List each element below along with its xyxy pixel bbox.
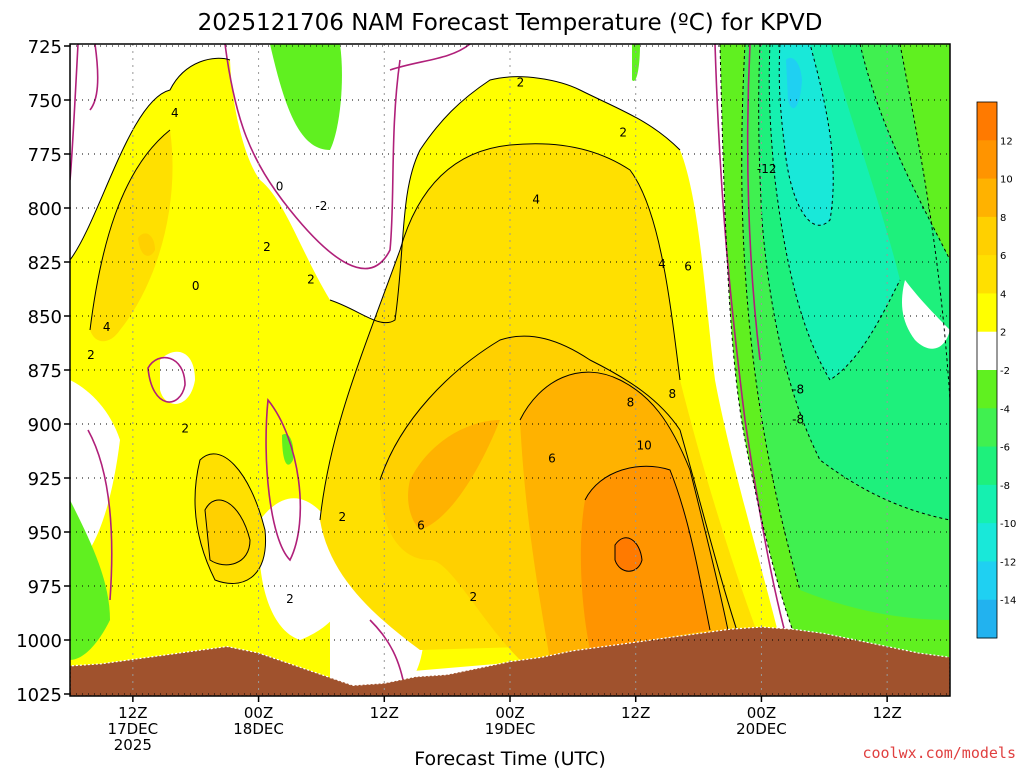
y-tick-label: 875 [28,361,62,382]
colorbar-tick-label: -6 [1000,443,1010,454]
x-tick-label: 17DEC [108,720,159,738]
x-tick-label: 00Z [244,704,273,722]
colorbar-swatch [977,178,997,218]
colorbar-tick-label: -2 [1000,366,1010,377]
contour-label: 2 [263,240,271,254]
contour-label: -2 [315,199,327,213]
y-tick-label: 900 [28,415,62,436]
x-tick-label: 00Z [495,704,524,722]
y-tick-label: 950 [28,523,62,544]
colorbar: 12 10 8 6 4 2 -2 -4 -6 -8 -10 -12 -14 [976,101,1016,639]
contour-label: 2 [286,592,294,606]
x-tick-label: 12Z [621,704,650,722]
ground-surface [70,626,950,696]
colorbar-tick-label: -8 [1000,481,1010,492]
y-tick-label: 800 [28,199,62,220]
x-tick-label: 20DEC [736,720,787,738]
colorbar-swatch [977,446,997,486]
contour-label: 4 [658,257,666,271]
credit-text: coolwx.com/models [862,744,1016,762]
x-tick-label: 00Z [747,704,776,722]
contour-label: 0 [276,179,284,193]
colorbar-tick-label: 6 [1000,251,1006,262]
colorbar-swatch [977,255,997,294]
colorbar-tick-label: 8 [1000,213,1006,224]
x-tick-label: 19DEC [485,720,536,738]
x-tick-label: 2025 [114,736,152,754]
colorbar-swatch [977,408,997,448]
colorbar-swatch [977,140,997,180]
contour-label: 2 [181,421,189,435]
colorbar-tick-label: 2 [1000,328,1006,339]
contour-label: 10 [636,439,651,453]
colorbar-tick-label: -12 [1000,557,1016,568]
contour-label: -8 [792,382,804,396]
plot-field [70,44,950,696]
temperature-band-10-12 [580,466,710,650]
x-axis-title: Forecast Time (UTC) [414,748,605,768]
x-tick-label: 12Z [118,704,147,722]
contour-label: 2 [307,272,315,286]
contour-label: 8 [669,387,677,401]
y-tick-label: 750 [28,91,62,112]
contour-label: 8 [627,395,635,409]
contour-label: 2 [339,510,347,524]
colorbar-swatch [977,370,997,409]
contour-label: -8 [792,413,804,427]
y-axis: 725 750 775 800 825 850 875 900 925 950 975 1000 102… [16,37,70,706]
contour-label: 4 [532,192,540,206]
y-tick-label: 975 [28,577,62,598]
y-tick-label: 725 [28,37,62,58]
contour-label: -12 [757,162,777,176]
colorbar-swatch [977,293,997,333]
colorbar-swatch [977,599,997,639]
colorbar-swatch [977,561,997,601]
colorbar-tick-label: -14 [1000,596,1016,607]
x-tick-label: 18DEC [233,720,284,738]
contour-label: 2 [470,590,478,604]
contour-label: 6 [417,519,425,533]
x-tick-label: 12Z [370,704,399,722]
colorbar-swatch [977,102,997,141]
colorbar-tick-label: -4 [1000,404,1010,415]
contour-label: 4 [171,106,179,120]
contour-label: 6 [684,259,692,273]
y-tick-label: 925 [28,469,62,490]
contour-label: 4 [103,320,111,334]
y-tick-label: 825 [28,253,62,274]
colorbar-swatch [977,484,997,524]
colorbar-frame [976,101,998,639]
contour-label: 6 [548,452,556,466]
y-tick-label: 850 [28,307,62,328]
contour-label: 2 [87,348,95,362]
contour-label: 2 [517,76,525,90]
x-tick-label: 12Z [872,704,901,722]
contour-label: 0 [192,279,200,293]
colorbar-tick-label: 4 [1000,289,1006,300]
warm-contours [70,57,741,641]
cold-contours [719,44,950,651]
colorbar-tick-label: 12 [1000,136,1013,147]
y-tick-label: 1000 [16,631,62,652]
y-tick-label: 775 [28,145,62,166]
colorbar-swatch [977,523,997,562]
colorbar-swatch [977,216,997,256]
contour-label: 2 [619,125,627,139]
y-tick-label: 1025 [16,685,62,706]
colorbar-tick-label: 10 [1000,175,1013,186]
temperature-band-4-6 [90,130,173,342]
colorbar-swatch [977,331,997,371]
chart-title: 2025121706 NAM Forecast Temperature (ºC)… [198,10,823,36]
colorbar-tick-label: -10 [1000,519,1016,530]
